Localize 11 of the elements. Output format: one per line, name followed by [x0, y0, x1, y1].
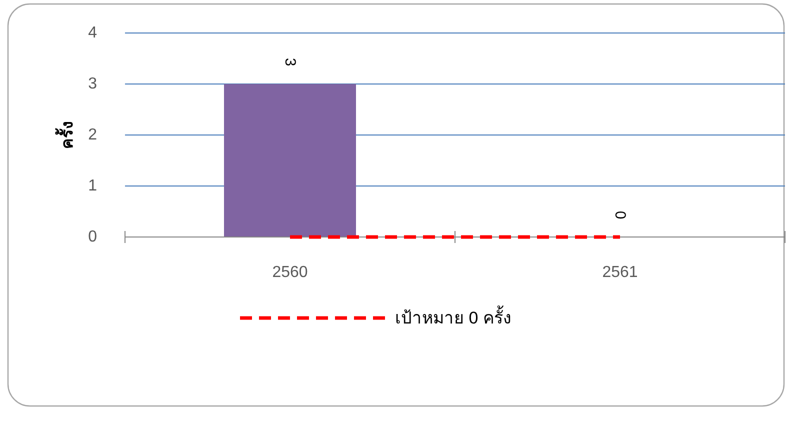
- text: เป้าหมาย 0 ครั้ง: [395, 306, 511, 328]
- data-label: 3: [282, 58, 298, 66]
- y-tick-label: 3: [88, 76, 98, 92]
- y-tick-label: 4: [88, 24, 98, 42]
- x-tick-label: 2561: [602, 264, 638, 281]
- y-tick-label: 0: [88, 228, 98, 246]
- y-axis-title: ครั้ง: [54, 121, 76, 149]
- x-tick-label: 2560: [272, 264, 308, 281]
- y-tick-label: 2: [88, 126, 98, 144]
- y-tick-label: 1: [88, 178, 98, 194]
- data-label: 0: [612, 210, 628, 220]
